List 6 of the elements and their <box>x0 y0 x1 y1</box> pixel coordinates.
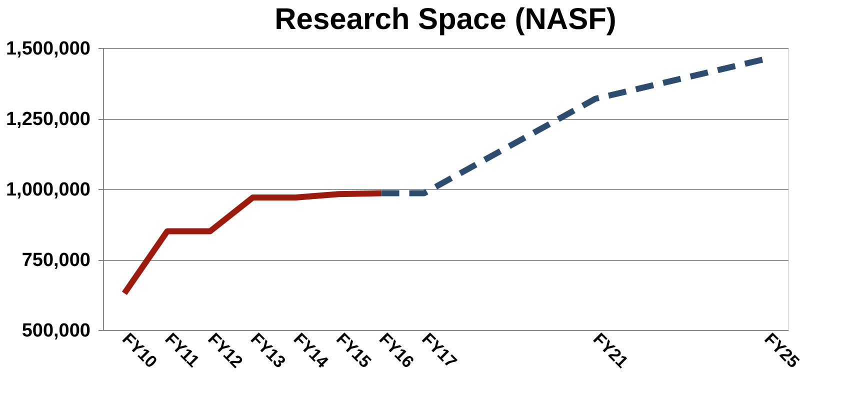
y-tick-label: 1,000,000 <box>6 180 90 200</box>
chart-title: Research Space (NASF) <box>274 3 616 36</box>
y-tick-label: 750,000 <box>22 250 90 271</box>
y-tick-label: 500,000 <box>22 320 90 342</box>
y-tick-label: 1,250,000 <box>6 109 90 130</box>
y-tick-label: 1,500,000 <box>6 38 90 60</box>
